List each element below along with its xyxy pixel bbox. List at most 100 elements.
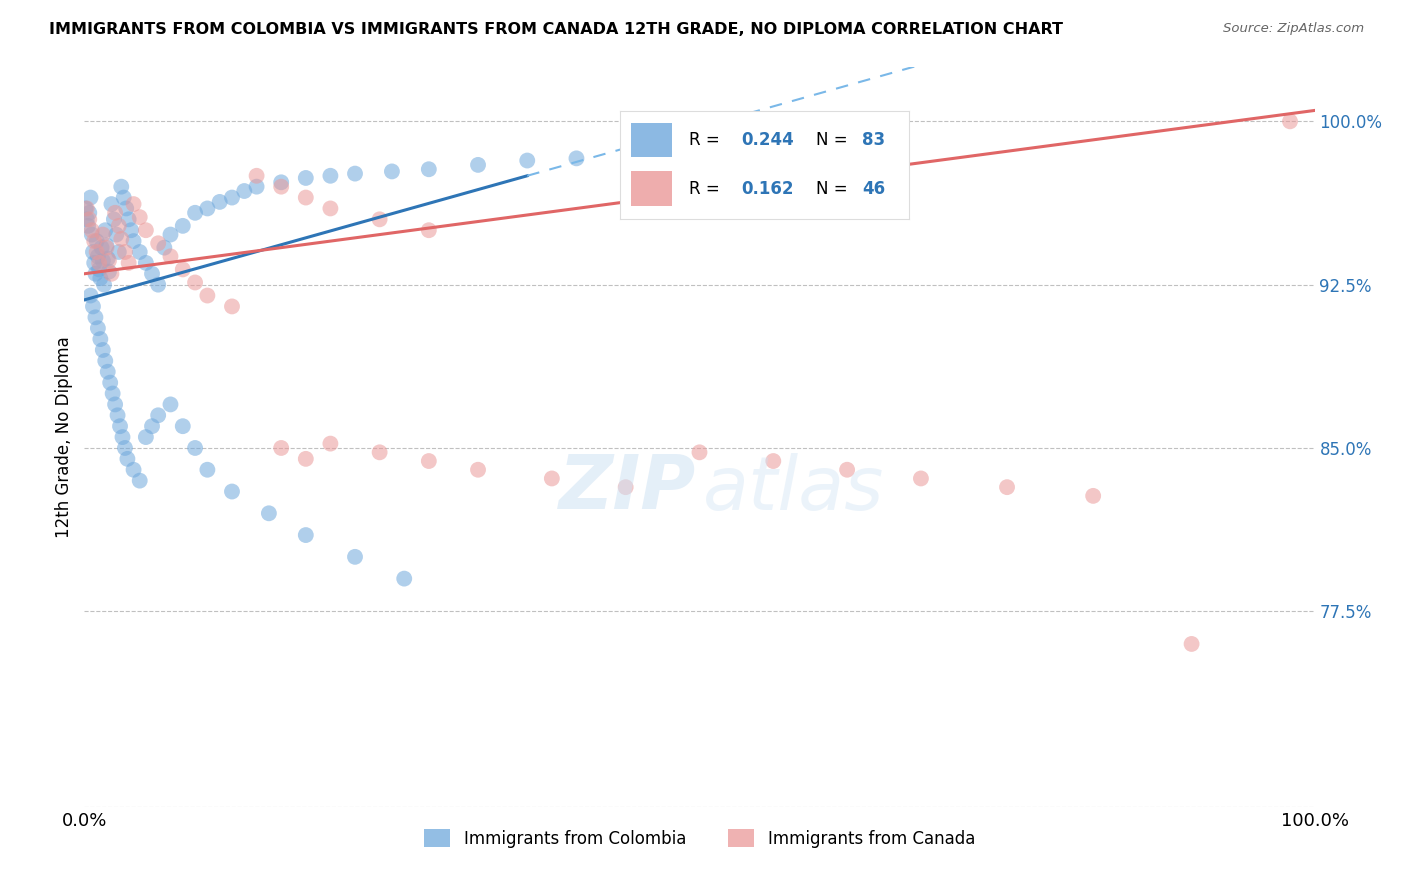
Point xyxy=(91,253,114,268)
Point xyxy=(135,223,157,237)
Point xyxy=(319,169,342,183)
Point xyxy=(79,190,101,204)
Point xyxy=(83,256,105,270)
Point xyxy=(270,179,292,194)
Point xyxy=(233,184,256,198)
Point xyxy=(86,244,108,259)
Point xyxy=(541,471,564,485)
Point xyxy=(148,409,170,423)
Point xyxy=(108,219,131,233)
Point xyxy=(148,236,170,251)
Point xyxy=(344,167,367,181)
Point xyxy=(77,219,100,233)
Point xyxy=(516,153,538,168)
Point xyxy=(122,234,145,248)
Point xyxy=(172,262,194,277)
Point xyxy=(184,276,207,290)
Point xyxy=(418,223,440,237)
Point xyxy=(368,212,391,227)
Point xyxy=(82,300,104,314)
Point xyxy=(467,463,489,477)
Point xyxy=(76,212,98,227)
Point xyxy=(101,386,124,401)
Point xyxy=(100,267,122,281)
Point xyxy=(270,175,292,189)
Text: atlas: atlas xyxy=(703,453,884,524)
Point xyxy=(83,234,105,248)
Point xyxy=(128,244,150,259)
Point xyxy=(319,436,342,450)
Point xyxy=(87,262,111,277)
Point xyxy=(159,397,181,411)
Point xyxy=(114,441,136,455)
Point xyxy=(208,194,231,209)
Point xyxy=(118,256,141,270)
Point xyxy=(117,451,139,466)
Point xyxy=(995,480,1018,494)
Point xyxy=(87,321,110,335)
Point xyxy=(128,210,150,224)
Point xyxy=(96,238,118,252)
Point xyxy=(159,227,181,242)
Point xyxy=(111,430,134,444)
Point xyxy=(82,244,104,259)
Point xyxy=(246,179,269,194)
Point xyxy=(84,310,107,325)
Point xyxy=(76,202,98,216)
Text: IMMIGRANTS FROM COLOMBIA VS IMMIGRANTS FROM CANADA 12TH GRADE, NO DIPLOMA CORREL: IMMIGRANTS FROM COLOMBIA VS IMMIGRANTS F… xyxy=(49,22,1063,37)
Point xyxy=(257,506,280,520)
Point xyxy=(689,445,711,459)
Point xyxy=(104,397,127,411)
Point xyxy=(91,227,114,242)
Point xyxy=(100,197,122,211)
Point xyxy=(103,212,125,227)
Point xyxy=(221,190,243,204)
Point xyxy=(184,441,207,455)
Point xyxy=(270,441,292,455)
Point xyxy=(221,484,243,499)
Point xyxy=(80,223,103,237)
Point xyxy=(105,227,128,242)
Point xyxy=(368,445,391,459)
Point xyxy=(467,158,489,172)
Point xyxy=(221,300,243,314)
Point xyxy=(159,249,181,263)
Point xyxy=(197,288,219,302)
Point xyxy=(319,202,342,216)
Point xyxy=(394,572,416,586)
Point xyxy=(1181,637,1204,651)
Point xyxy=(110,232,132,246)
Point xyxy=(565,152,588,166)
Point xyxy=(98,376,121,390)
Point xyxy=(80,227,103,242)
Point xyxy=(295,528,318,542)
Point xyxy=(90,241,112,255)
Point xyxy=(172,419,194,434)
Point xyxy=(79,206,101,220)
Point xyxy=(197,202,219,216)
Point xyxy=(79,288,101,302)
Point xyxy=(97,365,120,379)
Point xyxy=(89,332,111,346)
Point xyxy=(762,454,785,468)
Point xyxy=(1279,114,1302,128)
Point xyxy=(108,419,131,434)
Point xyxy=(122,463,145,477)
Point xyxy=(104,206,127,220)
Point xyxy=(120,223,142,237)
Point xyxy=(96,241,118,255)
Point xyxy=(114,244,136,259)
Point xyxy=(89,271,111,285)
Point xyxy=(97,252,120,266)
Point xyxy=(148,277,170,292)
Point xyxy=(128,474,150,488)
Point xyxy=(418,162,440,177)
Point xyxy=(153,241,176,255)
Y-axis label: 12th Grade, No Diploma: 12th Grade, No Diploma xyxy=(55,336,73,538)
Point xyxy=(135,430,157,444)
Point xyxy=(79,212,101,227)
Point xyxy=(75,202,97,216)
Text: ZIP: ZIP xyxy=(558,452,696,525)
Point xyxy=(614,480,637,494)
Point xyxy=(135,256,157,270)
